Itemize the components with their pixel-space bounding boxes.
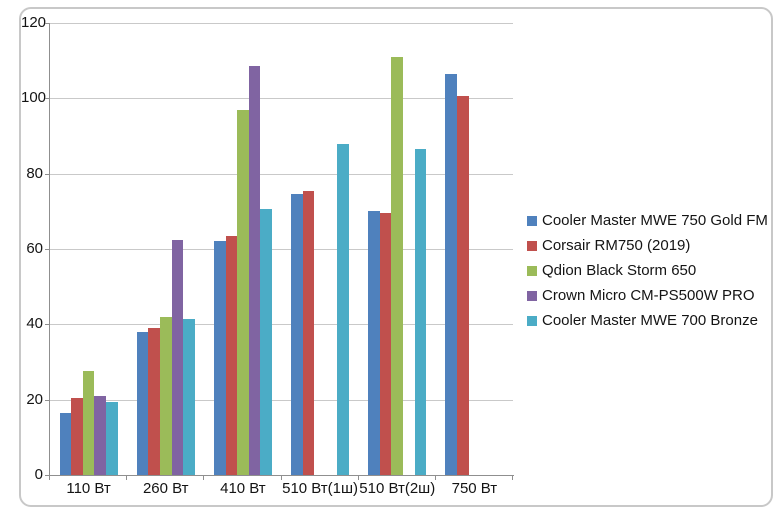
bar-0-series-0: [59, 412, 72, 475]
gridline-100: [50, 98, 513, 100]
legend-series-label: Crown Micro CM-PS500W PRO: [542, 287, 755, 304]
y-axis-tick-label: 40: [26, 315, 43, 333]
bar-0-series-4: [105, 401, 118, 475]
x-axis-tick: [203, 475, 205, 480]
legend: Cooler Master MWE 750 Gold FM Corsair RM7…: [527, 208, 768, 333]
y-axis-tick: [45, 173, 50, 175]
bar-3-series-0: [291, 194, 303, 475]
legend-series-label: Corsair RM750 (2019): [542, 237, 691, 254]
y-axis-tick: [45, 98, 50, 100]
bar-5-series-0: [445, 73, 457, 475]
bar-5-series-1: [457, 96, 469, 475]
legend-item: Qdion Black Storm 650: [527, 258, 768, 283]
legend-series-label: Qdion Black Storm 650: [542, 262, 697, 279]
bar-2-series-0: [213, 241, 226, 475]
x-axis-tick: [49, 475, 50, 480]
y-axis-tick: [45, 249, 50, 250]
x-axis-line: [49, 475, 514, 476]
x-axis-tick: [357, 475, 359, 480]
bar-2-series-2: [237, 109, 249, 475]
bar-3-series-4: [337, 143, 350, 475]
x-axis-category-label: 510 Вт(1ш): [282, 480, 359, 497]
legend-swatch: [527, 315, 537, 326]
x-axis-tick: [126, 475, 128, 480]
y-axis-tick: [45, 23, 50, 24]
chart-frame: Cooler Master MWE 750 Gold FM Corsair RM7…: [19, 7, 773, 507]
y-axis-tick-label: 100: [21, 89, 47, 107]
y-axis-tick: [45, 324, 50, 326]
bar-1-series-4: [183, 318, 195, 475]
x-axis-category-label: 750 Вт: [451, 480, 498, 497]
legend-item: Corsair RM750 (2019): [527, 233, 768, 258]
bar-2-series-3: [248, 66, 261, 475]
x-axis-tick: [512, 475, 513, 480]
gridline-80: [50, 173, 513, 175]
legend-swatch: [527, 290, 537, 301]
gridline-40: [50, 324, 513, 326]
bar-3-series-1: [302, 190, 315, 475]
y-axis-tick-label: 60: [26, 240, 43, 257]
y-axis-tick: [45, 475, 50, 476]
legend-swatch: [527, 265, 537, 276]
bar-2-series-1: [225, 235, 238, 475]
bar-1-series-2: [159, 316, 172, 475]
y-axis-tick-label: 80: [26, 164, 43, 182]
legend-swatch: [527, 240, 537, 251]
bar-0-series-1: [71, 397, 83, 475]
gridline-120: [50, 23, 513, 24]
x-axis-category-label: 110 Вт: [66, 480, 111, 497]
legend-item: Cooler Master MWE 750 Gold FM: [527, 208, 768, 233]
y-axis-tick: [45, 399, 50, 401]
legend-item: Crown Micro CM-PS500W PRO: [527, 283, 768, 308]
bar-4-series-1: [379, 213, 392, 475]
bar-1-series-3: [171, 239, 184, 475]
x-axis-category-label: 510 Вт(2ш): [359, 480, 436, 497]
bar-1-series-0: [136, 331, 149, 475]
x-axis-category-label: 410 Вт: [220, 480, 266, 497]
x-axis-category-label: 260 Вт: [142, 480, 189, 497]
bar-4-series-2: [391, 56, 404, 475]
bar-1-series-1: [148, 328, 160, 475]
y-axis-tick-label: 120: [21, 14, 47, 31]
y-axis-tick-label: 0: [34, 466, 43, 483]
x-axis-tick: [434, 475, 436, 480]
legend-series-label: Cooler Master MWE 700 Bronze: [542, 312, 758, 329]
gridline-60: [50, 249, 513, 250]
bar-4-series-4: [414, 149, 427, 475]
legend-item: Cooler Master MWE 700 Bronze: [527, 308, 768, 333]
x-axis-tick: [280, 475, 282, 480]
legend-swatch: [527, 215, 537, 226]
bar-2-series-4: [260, 209, 272, 475]
plot-area: [50, 23, 513, 475]
y-axis-tick-label: 20: [26, 390, 43, 408]
bar-0-series-2: [82, 371, 95, 475]
gridline-20: [50, 399, 513, 401]
bar-0-series-3: [94, 395, 106, 475]
bar-4-series-0: [368, 211, 380, 475]
legend-series-label: Cooler Master MWE 750 Gold FM: [542, 212, 768, 229]
